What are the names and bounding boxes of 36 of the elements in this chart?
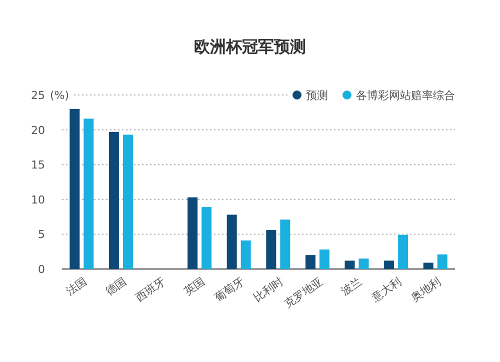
y-tick-label: 5 <box>38 228 45 242</box>
bar <box>344 260 355 269</box>
x-tick-label: 西班牙 <box>133 274 168 304</box>
bar <box>280 220 290 269</box>
x-tick-label: 奥地利 <box>408 274 444 304</box>
y-tick-label: 15 <box>31 158 45 172</box>
bar <box>266 230 276 269</box>
chart-title: 欧洲杯冠军预测 <box>194 37 306 56</box>
bar <box>358 258 369 269</box>
x-tick-label: 英国 <box>182 274 208 298</box>
y-tick-label: 25 <box>31 89 45 102</box>
x-tick-label: 德国 <box>103 274 129 298</box>
y-tick-label: 0 <box>38 263 45 276</box>
x-tick-label: 法国 <box>64 274 90 298</box>
bar <box>70 108 80 269</box>
bar <box>226 214 237 269</box>
x-tick-label: 意大利 <box>368 274 404 305</box>
x-tick-label: 波兰 <box>338 274 364 298</box>
bar <box>423 262 434 269</box>
bar <box>437 254 448 269</box>
legend-label: 预测 <box>306 89 328 102</box>
bar <box>305 255 316 269</box>
bar <box>108 132 119 269</box>
bar <box>384 260 394 269</box>
bar <box>319 250 330 269</box>
y-axis-title: (%) <box>50 89 70 102</box>
x-tick-label: 葡萄牙 <box>212 274 247 304</box>
bar <box>240 240 251 269</box>
bar <box>84 118 94 269</box>
y-tick-label: 20 <box>31 124 45 137</box>
legend-label: 各博彩网站赔率综合 <box>356 89 455 102</box>
y-tick-label: 10 <box>31 193 45 206</box>
bar <box>188 197 198 269</box>
bar <box>202 207 212 269</box>
bar <box>122 134 133 269</box>
bar <box>398 234 408 269</box>
